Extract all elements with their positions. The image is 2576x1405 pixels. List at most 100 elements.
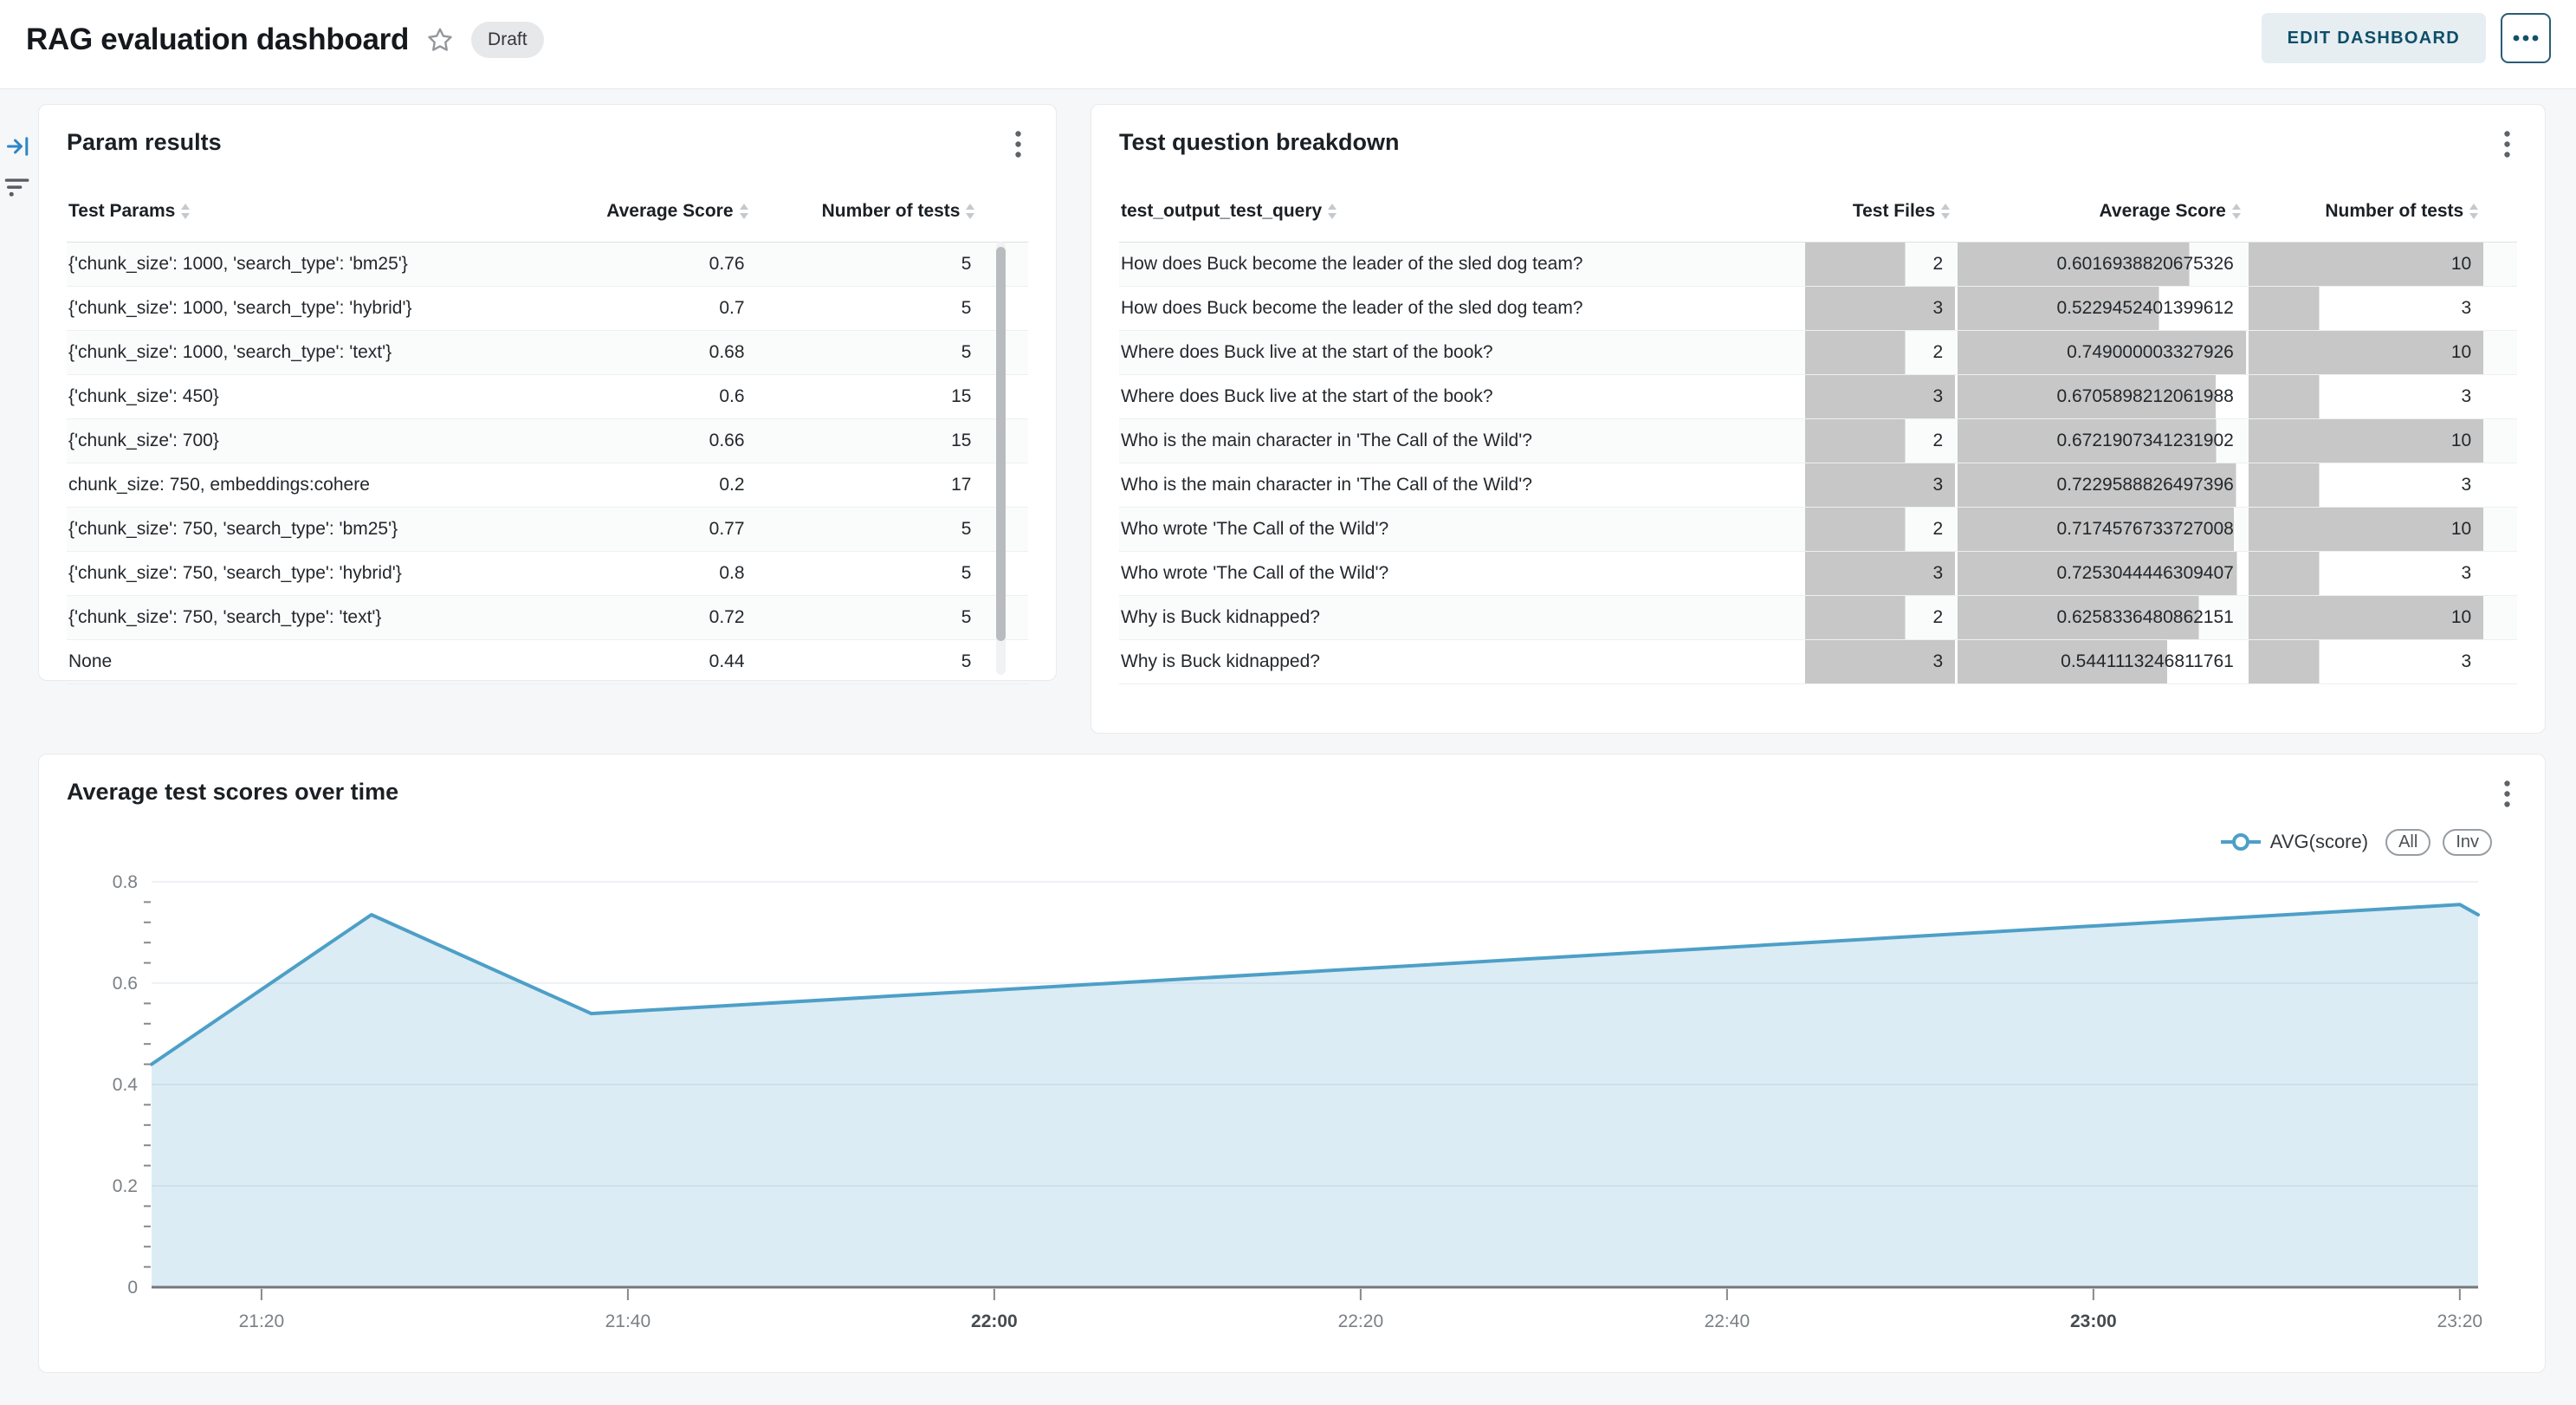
scrollbar-thumb[interactable] [996,247,1006,641]
cell-test-query: Where does Buck live at the start of the… [1121,342,1493,362]
cell-test-query: How does Buck become the leader of the s… [1121,298,1583,318]
param-results-menu-button[interactable] [1002,126,1033,162]
table-row: Who wrote 'The Call of the Wild'? 2 0.7174… [1119,508,2517,552]
scores-over-time-card: Average test scores over time AVG(score)… [38,754,2546,1373]
table-row: {'chunk_size': 700} 0.66 15 [67,419,1028,463]
cell-number-of-tests: 5 [961,254,972,274]
svg-text:21:20: 21:20 [239,1311,285,1331]
column-header-average-score[interactable]: Average Score [547,201,754,222]
chart-legend: AVG(score) All Inv [2220,827,2492,857]
cell-average-score: 0.7174576733727008 [1955,508,2246,551]
chart-menu-button[interactable] [2491,775,2522,812]
sort-icon [1328,204,1337,219]
table-row: Who is the main character in 'The Call o… [1119,463,2517,508]
svg-text:23:00: 23:00 [2070,1311,2117,1331]
table-row: Who wrote 'The Call of the Wild'? 3 0.7253… [1119,552,2517,596]
column-header-test-files[interactable]: Test Files [1803,201,1955,222]
svg-text:0: 0 [127,1278,138,1298]
table-row: How does Buck become the leader of the s… [1119,287,2517,331]
cell-number-of-tests: 3 [2246,463,2484,507]
status-badge: Draft [471,22,544,58]
cell-average-score: 0.44 [709,651,745,671]
edit-dashboard-button[interactable]: EDIT DASHBOARD [2261,13,2486,63]
cell-number-of-tests: 10 [2246,419,2484,463]
cell-test-query: How does Buck become the leader of the s… [1121,254,1583,274]
kebab-icon [1014,130,1021,158]
param-results-body: {'chunk_size': 1000, 'search_type': 'bm2… [67,242,1028,684]
legend-select-all-button[interactable]: All [2385,828,2431,856]
legend-series-avg-score[interactable]: AVG(score) [2220,831,2368,853]
legend-invert-button[interactable]: Inv [2443,828,2492,856]
column-header-number-of-tests[interactable]: Number of tests [754,201,981,222]
column-header-average-score[interactable]: Average Score [1955,201,2246,222]
page-title: RAG evaluation dashboard [26,23,410,56]
cell-test-params: None [68,651,113,671]
table-row: chunk_size: 750, embeddings:cohere 0.2 17 [67,463,1028,508]
sort-icon [739,204,748,219]
cell-test-params: {'chunk_size': 700} [68,431,219,450]
more-options-button[interactable] [2501,13,2551,63]
param-results-title: Param results [67,129,222,155]
filter-list-icon [4,178,29,197]
svg-text:22:40: 22:40 [1705,1311,1751,1331]
score-timeseries-plot: 0 0.2 0.4 0.6 0.8 21:20 21:40 22:00 22:20 22:40 23… [113,872,2483,1331]
cell-test-files: 2 [1803,508,1956,551]
cell-average-score: 0.6258336480862151 [1955,596,2246,639]
cell-test-params: {'chunk_size': 750, 'search_type': 'hybr… [68,563,402,583]
ellipsis-icon [2513,35,2539,42]
cell-number-of-tests: 5 [961,519,972,539]
cell-test-query: Why is Buck kidnapped? [1121,651,1320,671]
cell-number-of-tests: 10 [2246,596,2484,639]
cell-number-of-tests: 3 [2246,552,2484,595]
cell-number-of-tests: 3 [2246,375,2484,418]
cell-test-query: Who is the main character in 'The Call o… [1121,475,1532,495]
cell-test-query: Who wrote 'The Call of the Wild'? [1121,563,1389,583]
question-breakdown-header: test_output_test_query Test Files Averag… [1119,181,2517,242]
cell-average-score: 0.68 [709,342,745,362]
favorite-star-button[interactable] [426,26,454,54]
table-row: {'chunk_size': 1000, 'search_type': 'hyb… [67,287,1028,331]
table-row: {'chunk_size': 750, 'search_type': 'text… [67,596,1028,640]
table-row: Where does Buck live at the start of the… [1119,375,2517,419]
column-header-number-of-tests[interactable]: Number of tests [2246,201,2483,222]
svg-text:0.8: 0.8 [113,872,138,892]
table-row: None 0.44 5 [67,640,1028,684]
cell-test-files: 2 [1803,243,1956,286]
cell-test-files: 3 [1803,463,1956,507]
cell-average-score: 0.66 [709,431,745,450]
title-row: RAG evaluation dashboard Draft [26,0,544,80]
cell-number-of-tests: 10 [2246,331,2484,374]
question-breakdown-body: How does Buck become the leader of the s… [1119,242,2517,684]
cell-number-of-tests: 15 [951,431,972,450]
chart-title: Average test scores over time [67,779,399,805]
svg-text:23:20: 23:20 [2437,1311,2483,1331]
cell-test-files: 3 [1803,375,1956,418]
cell-average-score: 0.2 [719,475,745,495]
sort-icon [966,204,975,219]
question-breakdown-menu-button[interactable] [2491,126,2522,162]
svg-text:0.4: 0.4 [113,1075,139,1095]
kebab-icon [2503,780,2510,807]
question-breakdown-card: Test question breakdown test_output_test… [1091,104,2546,734]
expand-panel-button[interactable] [5,133,31,162]
cell-average-score: 0.6721907341231902 [1955,419,2246,463]
sort-icon [2469,204,2479,219]
cell-test-query: Who wrote 'The Call of the Wild'? [1121,519,1389,539]
table-row: {'chunk_size': 750, 'search_type': 'hybr… [67,552,1028,596]
filter-panel-button[interactable] [3,173,29,202]
cell-number-of-tests: 10 [2246,508,2484,551]
cell-test-params: {'chunk_size': 450} [68,386,219,406]
cell-number-of-tests: 3 [2246,287,2484,330]
cell-test-files: 2 [1803,331,1956,374]
cell-average-score: 0.7 [719,298,745,318]
column-header-test-output-test-query[interactable]: test_output_test_query [1119,201,1803,222]
cell-test-query: Why is Buck kidnapped? [1121,607,1320,627]
cell-average-score: 0.5441113246811761 [1955,640,2246,683]
cell-test-query: Where does Buck live at the start of the… [1121,386,1493,406]
cell-test-params: {'chunk_size': 750, 'search_type': 'text… [68,607,382,627]
cell-test-params: {'chunk_size': 1000, 'search_type': 'bm2… [68,254,408,274]
table-row: Why is Buck kidnapped? 2 0.625833648086215… [1119,596,2517,640]
cell-number-of-tests: 3 [2246,640,2484,683]
column-header-test-params[interactable]: Test Params [67,201,547,222]
cell-test-params: {'chunk_size': 750, 'search_type': 'bm25… [68,519,398,539]
